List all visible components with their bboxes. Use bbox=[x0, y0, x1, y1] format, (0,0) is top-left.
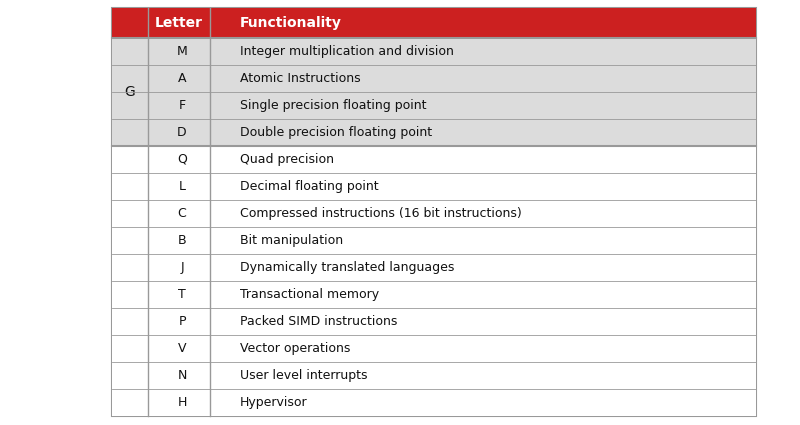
Text: Double precision floating point: Double precision floating point bbox=[240, 126, 432, 139]
Bar bbox=[112, 281, 756, 308]
Text: N: N bbox=[178, 369, 186, 382]
Bar bbox=[112, 8, 756, 416]
Text: T: T bbox=[178, 288, 186, 301]
Text: C: C bbox=[178, 207, 186, 220]
Text: M: M bbox=[177, 45, 187, 58]
Text: H: H bbox=[178, 396, 186, 409]
Text: Packed SIMD instructions: Packed SIMD instructions bbox=[240, 315, 398, 328]
Bar bbox=[112, 146, 756, 173]
Text: D: D bbox=[177, 126, 187, 139]
Bar bbox=[112, 227, 756, 254]
Bar bbox=[112, 308, 756, 335]
Text: Functionality: Functionality bbox=[240, 16, 342, 30]
Text: Decimal floating point: Decimal floating point bbox=[240, 180, 378, 193]
Bar bbox=[112, 65, 756, 92]
Text: B: B bbox=[178, 234, 186, 247]
Text: Vector operations: Vector operations bbox=[240, 342, 350, 355]
Text: Integer multiplication and division: Integer multiplication and division bbox=[240, 45, 454, 58]
Text: Compressed instructions (16 bit instructions): Compressed instructions (16 bit instruct… bbox=[240, 207, 522, 220]
Text: Atomic Instructions: Atomic Instructions bbox=[240, 72, 361, 85]
Text: Bit manipulation: Bit manipulation bbox=[240, 234, 343, 247]
Text: J: J bbox=[180, 261, 184, 274]
Text: P: P bbox=[178, 315, 186, 328]
Bar bbox=[112, 92, 756, 119]
Text: F: F bbox=[178, 99, 186, 112]
Text: Letter: Letter bbox=[155, 16, 203, 30]
Bar bbox=[112, 38, 756, 65]
Bar bbox=[112, 173, 756, 200]
Bar bbox=[112, 200, 756, 227]
Bar bbox=[112, 335, 756, 362]
Text: Hypervisor: Hypervisor bbox=[240, 396, 308, 409]
Bar bbox=[112, 8, 756, 38]
Text: Q: Q bbox=[177, 153, 187, 166]
Text: V: V bbox=[178, 342, 186, 355]
Text: G: G bbox=[125, 85, 135, 99]
Text: Transactional memory: Transactional memory bbox=[240, 288, 379, 301]
Bar bbox=[112, 119, 756, 146]
Bar bbox=[112, 362, 756, 389]
Text: L: L bbox=[178, 180, 186, 193]
Text: Dynamically translated languages: Dynamically translated languages bbox=[240, 261, 454, 274]
Text: A: A bbox=[178, 72, 186, 85]
Text: Single precision floating point: Single precision floating point bbox=[240, 99, 426, 112]
Text: Quad precision: Quad precision bbox=[240, 153, 334, 166]
Bar bbox=[112, 389, 756, 416]
Bar bbox=[112, 254, 756, 281]
Text: User level interrupts: User level interrupts bbox=[240, 369, 367, 382]
